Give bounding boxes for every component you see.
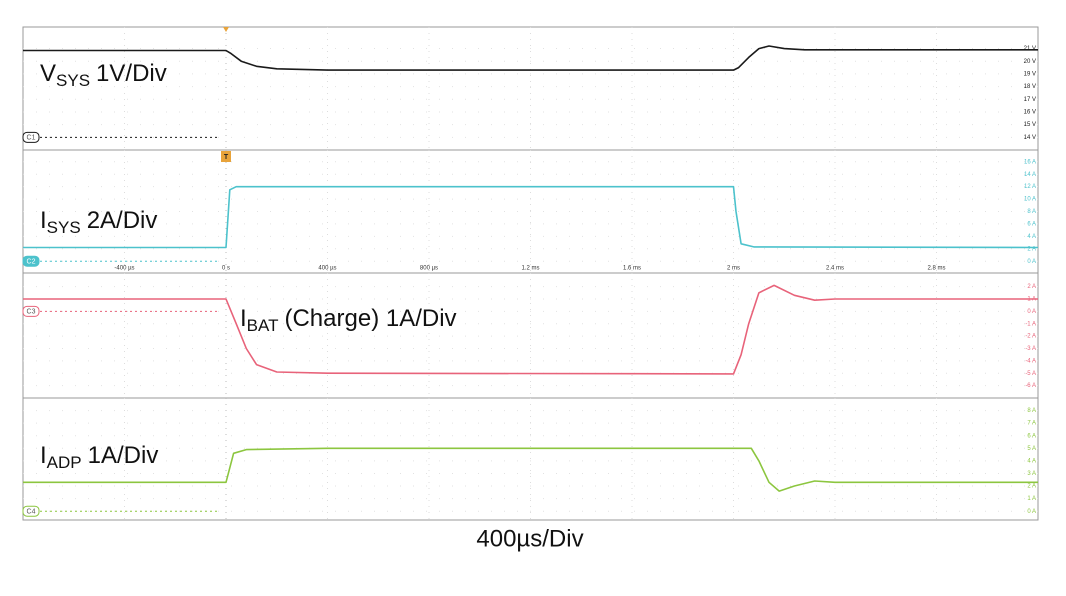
x-tick-label: 800 µs [420,266,438,272]
channel-title: ISYS 2A/Div [40,207,157,237]
y-tick-label: 8 A [1027,408,1036,414]
channel-title: IBAT (Charge) 1A/Div [240,305,457,335]
label-subscript: BAT [247,316,279,335]
y-tick-label: 15 V [1024,122,1036,128]
y-tick-label: 10 A [1024,197,1036,203]
channel-label: C4 [27,509,36,516]
waveform [23,185,1039,249]
x-tick-label: -400 µs [114,266,134,272]
y-tick-label: 20 V [1024,59,1036,65]
x-tick-label: 1.2 ms [521,266,539,272]
y-tick-label: 14 V [1024,135,1036,141]
y-tick-label: -5 A [1025,371,1036,377]
channel-tag [22,255,40,267]
label-name: I [240,305,247,332]
y-tick-label: 6 A [1027,222,1036,228]
trigger-marker [221,151,231,162]
y-tick-label: 4 A [1027,458,1036,464]
y-tick-label: -1 A [1025,321,1036,327]
y-tick-label: 1 A [1027,496,1036,502]
label-scale: 2A/Div [87,207,158,234]
label-subscript: ADP [47,453,82,472]
label-scale: 1A/Div [88,442,159,469]
x-tick-label: 400 µs [318,266,336,272]
y-tick-label: 8 A [1027,209,1036,215]
y-tick-label: 2 A [1027,484,1036,490]
y-tick-label: -3 A [1025,346,1036,352]
x-tick-label: 2 ms [727,266,740,272]
channel-tag [22,305,40,317]
y-tick-label: 2 A [1027,246,1036,252]
y-tick-label: 14 A [1024,172,1036,178]
y-tick-label: 3 A [1027,471,1036,477]
y-tick-label: 5 A [1027,446,1036,452]
waveform [23,45,1038,71]
trigger-arrow [223,27,229,32]
channel-label: C3 [27,309,36,316]
y-tick-label: 19 V [1024,71,1036,77]
x-tick-label: 2.4 ms [826,266,844,272]
label-name: V [40,60,56,87]
channel-tag [22,131,40,143]
y-tick-label: 4 A [1027,234,1036,240]
y-tick-label: 16 V [1024,110,1036,116]
y-tick-label: -6 A [1025,383,1036,389]
x-tick-label: 1.6 ms [623,266,641,272]
label-name: I [40,442,47,469]
y-tick-label: 17 V [1024,97,1036,103]
time-scale: 400µs/Div [476,525,583,552]
label-scale: (Charge) 1A/Div [284,305,456,332]
y-tick-label: 2 A [1027,284,1036,290]
y-tick-label: 0 A [1027,509,1036,515]
label-scale: 1V/Div [96,60,167,87]
channel-title: VSYS 1V/Div [40,60,167,90]
waveform [23,447,1038,492]
y-tick-label: 18 V [1024,84,1036,90]
channel-label: C1 [27,135,36,142]
label-subscript: SYS [47,218,81,237]
y-tick-label: 7 A [1027,421,1036,427]
y-tick-label: 16 A [1024,159,1036,165]
channel-tag [22,505,40,517]
label-subscript: SYS [56,71,90,90]
x-tick-label: 0 s [222,266,230,272]
channel-label: C2 [27,259,36,266]
y-tick-label: -4 A [1025,358,1036,364]
waveform [23,284,1038,375]
channel-title: IADP 1A/Div [40,442,158,472]
y-tick-label: 6 A [1027,433,1036,439]
y-tick-label: -2 A [1025,334,1036,340]
label-name: I [40,207,47,234]
y-tick-label: 0 A [1027,259,1036,265]
y-tick-label: 12 A [1024,184,1036,190]
trigger-label: T [224,154,229,161]
y-tick-label: 0 A [1027,309,1036,315]
x-tick-label: 2.8 ms [927,266,945,272]
